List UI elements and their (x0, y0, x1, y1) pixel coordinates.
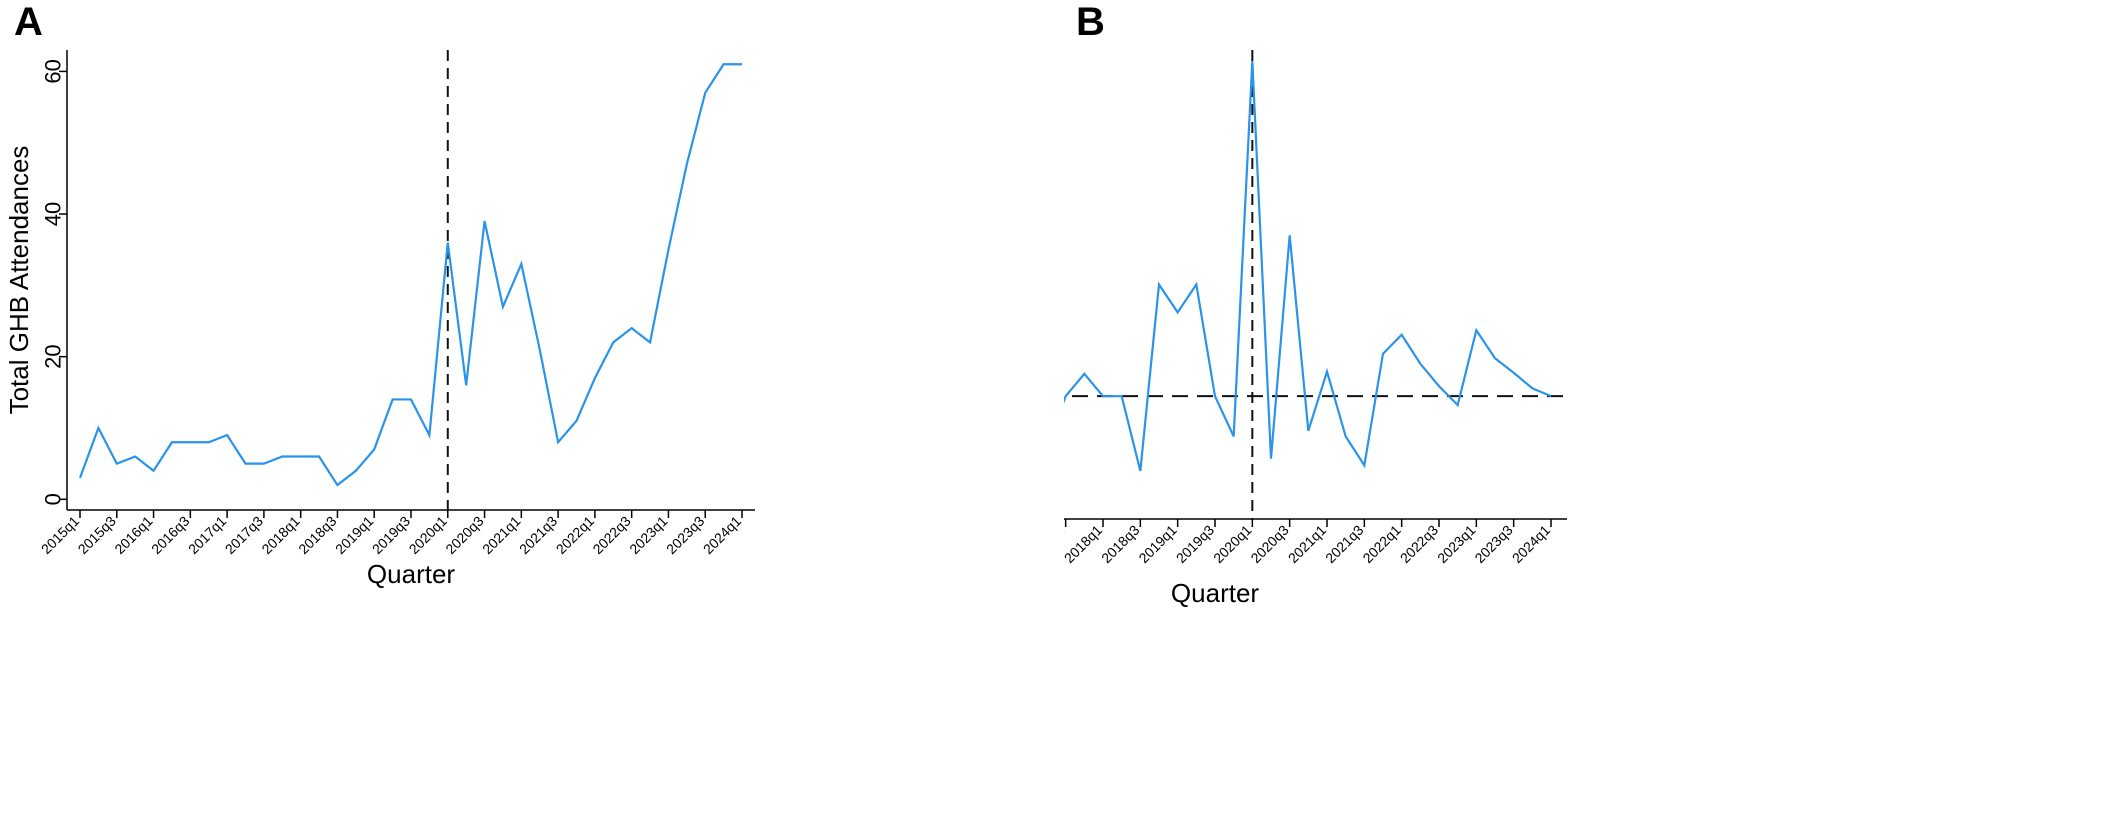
x-tick-label: 2019q3 (1173, 522, 1217, 566)
panel-letter-a: A (14, 0, 43, 44)
y-tick-label: 40 (41, 202, 66, 226)
x-tick-label: 2023q1 (626, 513, 670, 557)
x-tick-label: 2022q1 (1359, 522, 1403, 566)
x-tick-label: 2018q3 (1098, 522, 1142, 566)
x-axis-title: Quarter (367, 559, 455, 589)
y-tick-label: 20 (41, 344, 66, 368)
x-tick-label: 2018q1 (1064, 522, 1105, 566)
chart-a: 02040602015q12015q32016q12016q32017q1201… (4, 50, 755, 589)
x-tick-label: 2021q3 (1322, 522, 1366, 566)
x-tick-label: 2024q1 (700, 513, 744, 557)
x-tick-label: 2019q3 (369, 513, 413, 557)
x-tick-label: 2023q1 (1434, 522, 1478, 566)
x-tick-label: 2018q1 (258, 513, 302, 557)
x-tick-label: 2015q3 (75, 513, 119, 557)
panel-a: A 0 20 40 60 2015q1 2015q3 2016q1 2016q3 2017q1 2… (4, 0, 755, 589)
x-tick-label: 2020q3 (442, 513, 486, 557)
x-tick-label: 2017q1 (185, 513, 229, 557)
x-tick-label: 2022q3 (589, 513, 633, 557)
x-tick-label: 2020q3 (1247, 522, 1291, 566)
x-tick-label: 2024q1 (1509, 522, 1553, 566)
x-tick-label: 2022q3 (1397, 522, 1441, 566)
x-tick-label: 2019q1 (332, 513, 376, 557)
x-tick-label: 2021q1 (1285, 522, 1329, 566)
y-axis-title: Total GHB Attendances (4, 146, 34, 415)
x-tick-label: 2021q3 (516, 513, 560, 557)
x-axis-title: Quarter (1171, 578, 1259, 608)
series-line (1064, 61, 1552, 472)
x-tick-label: 2018q3 (295, 513, 339, 557)
x-tick-label: 2016q1 (111, 513, 155, 557)
chart-b: -10001002003002015q12015q32016q12016q320… (1064, 50, 1567, 608)
y-tick-label: 0 (41, 493, 66, 505)
x-tick-label: 2023q3 (663, 513, 707, 557)
x-tick-label: 2021q1 (479, 513, 523, 557)
x-tick-label: 2022q1 (553, 513, 597, 557)
y-tick-label: 60 (41, 59, 66, 83)
panel-letter-b: B (1076, 0, 1105, 44)
x-tick-label: 2016q3 (148, 513, 192, 557)
x-tick-label: 2020q1 (1210, 522, 1254, 566)
x-tick-label: 2020q1 (406, 513, 450, 557)
x-tick-label: 2023q3 (1471, 522, 1515, 566)
x-tick-label: 2015q1 (38, 513, 82, 557)
x-tick-label: 2017q3 (222, 513, 266, 557)
x-tick-label: 2019q1 (1135, 522, 1179, 566)
series-line (78, 63, 742, 487)
panel-b: B -10001002003002015q12015q32016q12016q3… (1064, 0, 2128, 823)
